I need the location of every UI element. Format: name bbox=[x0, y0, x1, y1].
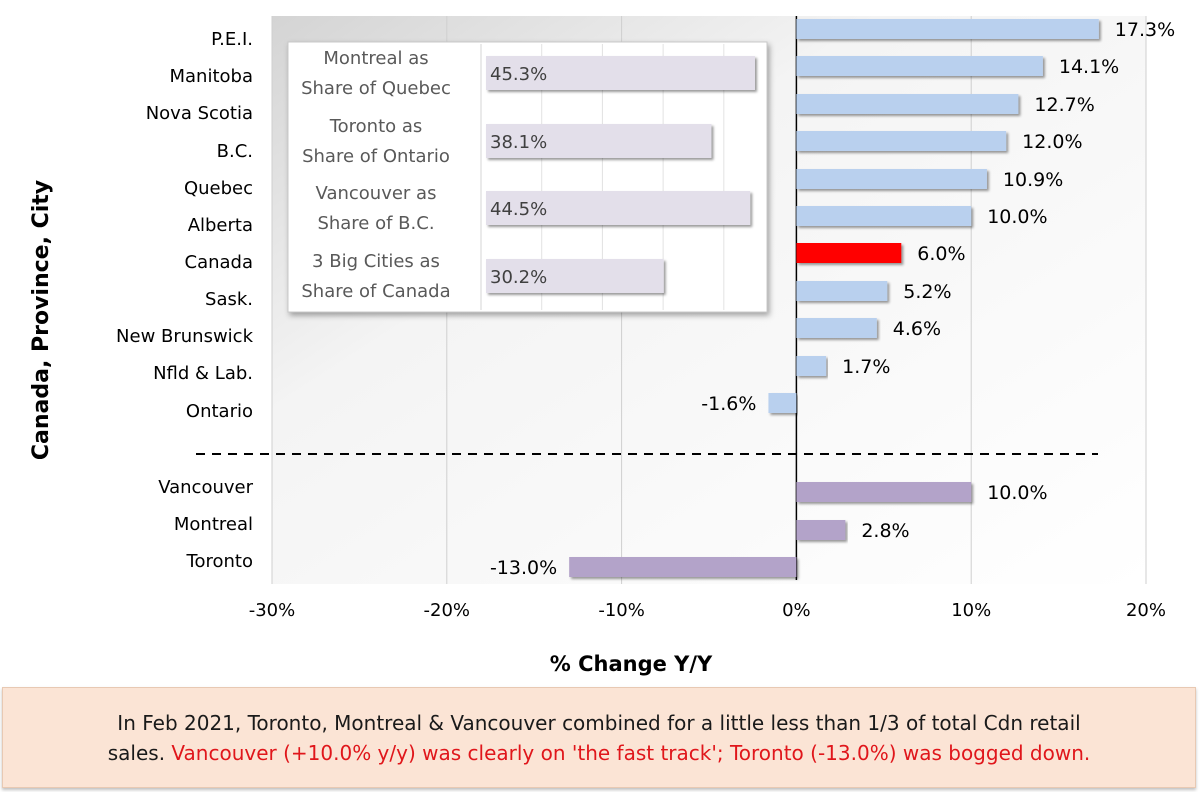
category-label: Nfld & Lab. bbox=[153, 363, 253, 384]
inset-bar bbox=[486, 124, 712, 158]
inset-bar bbox=[486, 56, 755, 90]
category-label: Montreal bbox=[174, 514, 253, 535]
x-tick-label: -30% bbox=[249, 600, 296, 621]
caption-line-2-prefix: sales. bbox=[107, 740, 172, 765]
bar bbox=[796, 206, 972, 226]
bar-value-label: 17.3% bbox=[1115, 19, 1175, 41]
bar bbox=[796, 520, 846, 540]
x-tick-label: 10% bbox=[951, 600, 991, 621]
category-label: Quebec bbox=[184, 178, 253, 199]
inset-bar-value-label: 38.1% bbox=[490, 132, 547, 153]
bar-value-label: 5.2% bbox=[903, 281, 951, 303]
bar-value-label: 6.0% bbox=[917, 243, 965, 265]
inset-bar bbox=[486, 191, 751, 225]
inset-category-label: Share of Canada bbox=[301, 281, 450, 302]
inset-category-label: Share of Quebec bbox=[301, 78, 451, 99]
category-label: Manitoba bbox=[170, 66, 254, 87]
category-label: New Brunswick bbox=[116, 326, 254, 347]
category-label: Toronto bbox=[186, 551, 253, 572]
chart-canvas: 45.3% Montreal as Share of Quebec 38.1% Toro… bbox=[29, 16, 1175, 676]
x-tick-label: -10% bbox=[598, 600, 645, 621]
caption-line-1: In Feb 2021, Toronto, Montreal & Vancouv… bbox=[117, 710, 1081, 735]
caption-text: In Feb 2021, Toronto, Montreal & Vancouv… bbox=[108, 708, 1091, 768]
inset-bar-value-label: 44.5% bbox=[490, 199, 547, 220]
category-label: Vancouver bbox=[158, 477, 253, 498]
bar-value-label: 10.0% bbox=[987, 482, 1047, 504]
bar bbox=[796, 94, 1019, 114]
x-tick-label: -20% bbox=[424, 600, 471, 621]
category-label: B.C. bbox=[217, 141, 253, 162]
inset-bar bbox=[486, 259, 664, 293]
category-label: P.E.I. bbox=[211, 29, 253, 50]
category-label: Canada bbox=[185, 252, 254, 273]
bar bbox=[796, 281, 888, 301]
bar-value-label: 10.0% bbox=[987, 206, 1047, 228]
bar bbox=[569, 557, 797, 577]
x-tick-label: 0% bbox=[782, 600, 811, 621]
bar bbox=[796, 243, 902, 263]
bar bbox=[796, 19, 1099, 39]
category-label: Nova Scotia bbox=[146, 103, 253, 124]
bar bbox=[796, 318, 877, 338]
bar-value-label: 10.9% bbox=[1003, 169, 1063, 191]
bar-value-label: 12.7% bbox=[1034, 94, 1094, 116]
bar bbox=[796, 169, 987, 189]
inset-category-label: Vancouver as bbox=[316, 183, 437, 204]
inset-category-label: 3 Big Cities as bbox=[312, 251, 440, 272]
bar-value-label: 12.0% bbox=[1022, 131, 1082, 153]
bar bbox=[796, 131, 1007, 151]
inset-category-label: Toronto as bbox=[329, 116, 423, 137]
bar-value-label: 14.1% bbox=[1059, 56, 1119, 78]
category-label: Ontario bbox=[186, 401, 253, 422]
bar-value-label: -13.0% bbox=[490, 557, 557, 579]
inset-bar-value-label: 45.3% bbox=[490, 64, 547, 85]
bar bbox=[768, 393, 797, 413]
bar bbox=[796, 482, 972, 502]
inset-category-label: Share of B.C. bbox=[317, 213, 434, 234]
caption-line-2-highlight: Vancouver (+10.0% y/y) was clearly on 't… bbox=[171, 740, 1091, 765]
inset-category-label: Share of Ontario bbox=[302, 146, 450, 167]
inset-category-label: Montreal as bbox=[323, 48, 428, 69]
bar-value-label: 2.8% bbox=[861, 520, 909, 542]
caption-box: In Feb 2021, Toronto, Montreal & Vancouv… bbox=[2, 687, 1196, 788]
inset-bar-value-label: 30.2% bbox=[490, 267, 547, 288]
x-tick-label: 20% bbox=[1126, 600, 1166, 621]
bar bbox=[796, 56, 1043, 76]
x-axis-title: % Change Y/Y bbox=[550, 652, 713, 676]
category-label: Sask. bbox=[205, 289, 253, 310]
bar-value-label: 1.7% bbox=[842, 356, 890, 378]
y-axis-title: Canada, Province, City bbox=[29, 180, 54, 460]
bar bbox=[796, 356, 827, 376]
bar-value-label: 4.6% bbox=[893, 318, 941, 340]
category-label: Alberta bbox=[188, 215, 253, 236]
bar-value-label: -1.6% bbox=[701, 393, 756, 415]
